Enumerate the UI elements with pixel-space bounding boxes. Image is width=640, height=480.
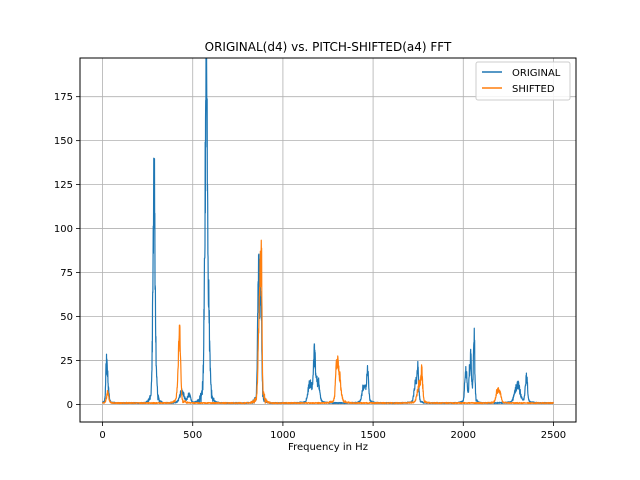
legend: ORIGINAL SHIFTED [475,61,571,101]
series-layer [101,58,554,405]
x-tick-label: 500 [183,430,202,441]
x-axis-label: Frequency in Hz [288,442,368,453]
y-tick-label: 50 [60,312,73,323]
x-tick-label: 1500 [360,430,385,441]
x-tick-label: 2000 [451,430,476,441]
x-tick-label: 0 [99,430,105,441]
y-tick-label: 25 [60,356,73,367]
y-tick-label: 125 [54,180,73,191]
y-tick-label: 150 [54,136,73,147]
legend-label-original: ORIGINAL [512,68,561,79]
axes-frame [79,57,577,423]
grid [80,58,576,422]
y-tick-label: 100 [54,224,73,235]
series-line-shifted [101,239,554,405]
x-tick-label: 1000 [270,430,295,441]
ticks: 0 500 1000 1500 2000 2500 0 25 50 75 100 125 150 175 [54,92,566,441]
legend-label-shifted: SHIFTED [512,84,555,95]
y-tick-label: 175 [54,92,73,103]
plot-area [101,58,554,405]
chart-title: ORIGINAL(d4) vs. PITCH-SHIFTED(a4) FFT [205,40,452,54]
y-tick-label: 0 [67,400,73,411]
y-tick-label: 75 [60,268,73,279]
x-tick-label: 2500 [541,430,566,441]
